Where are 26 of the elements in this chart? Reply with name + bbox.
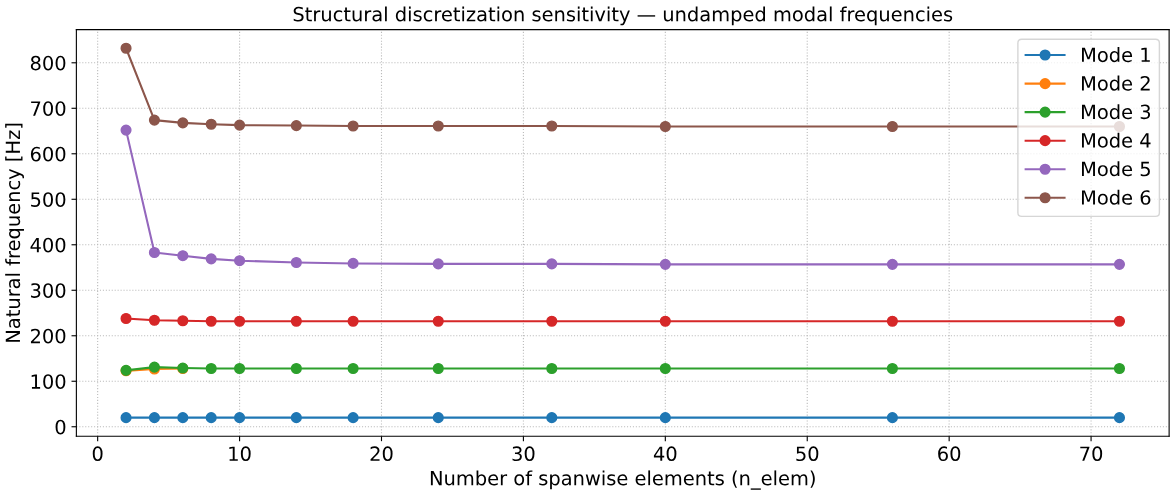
y-tick-label: 0 xyxy=(55,419,66,435)
y-tick-label: 300 xyxy=(31,283,66,298)
x-tick-label: 50 xyxy=(796,446,819,462)
x-tick-label: 0 xyxy=(92,446,103,462)
chart-title: Structural discretization sensitivity — undamped modal frequencies xyxy=(293,6,953,26)
legend-label: Mode 4 xyxy=(1082,132,1151,148)
legend-label: Mode 5 xyxy=(1082,161,1150,177)
legend-label: Mode 2 xyxy=(1082,75,1150,91)
x-tick-label: 40 xyxy=(653,446,677,462)
y-tick-label: 200 xyxy=(30,328,66,344)
y-tick-label: 600 xyxy=(30,146,66,162)
legend-label: Mode 6 xyxy=(1082,189,1151,205)
y-tick-label: 400 xyxy=(30,237,66,253)
y-tick-label: 700 xyxy=(31,101,66,116)
y-axis-title: Natural frequency [Hz] xyxy=(5,123,24,342)
x-tick-label: 30 xyxy=(512,446,535,462)
legend-label: Mode 1 xyxy=(1082,47,1150,63)
x-tick-label: 60 xyxy=(938,446,961,462)
x-tick-label: 10 xyxy=(229,446,251,462)
y-tick-label: 500 xyxy=(31,192,66,207)
x-axis-title: Number of spanwise elements (n_elem) xyxy=(430,470,815,490)
y-tick-label: 800 xyxy=(30,55,66,71)
x-tick-label: 70 xyxy=(1080,446,1103,462)
x-tick-label: 20 xyxy=(370,446,393,462)
legend-label: Mode 3 xyxy=(1082,104,1151,120)
y-tick-label: 100 xyxy=(31,374,66,389)
